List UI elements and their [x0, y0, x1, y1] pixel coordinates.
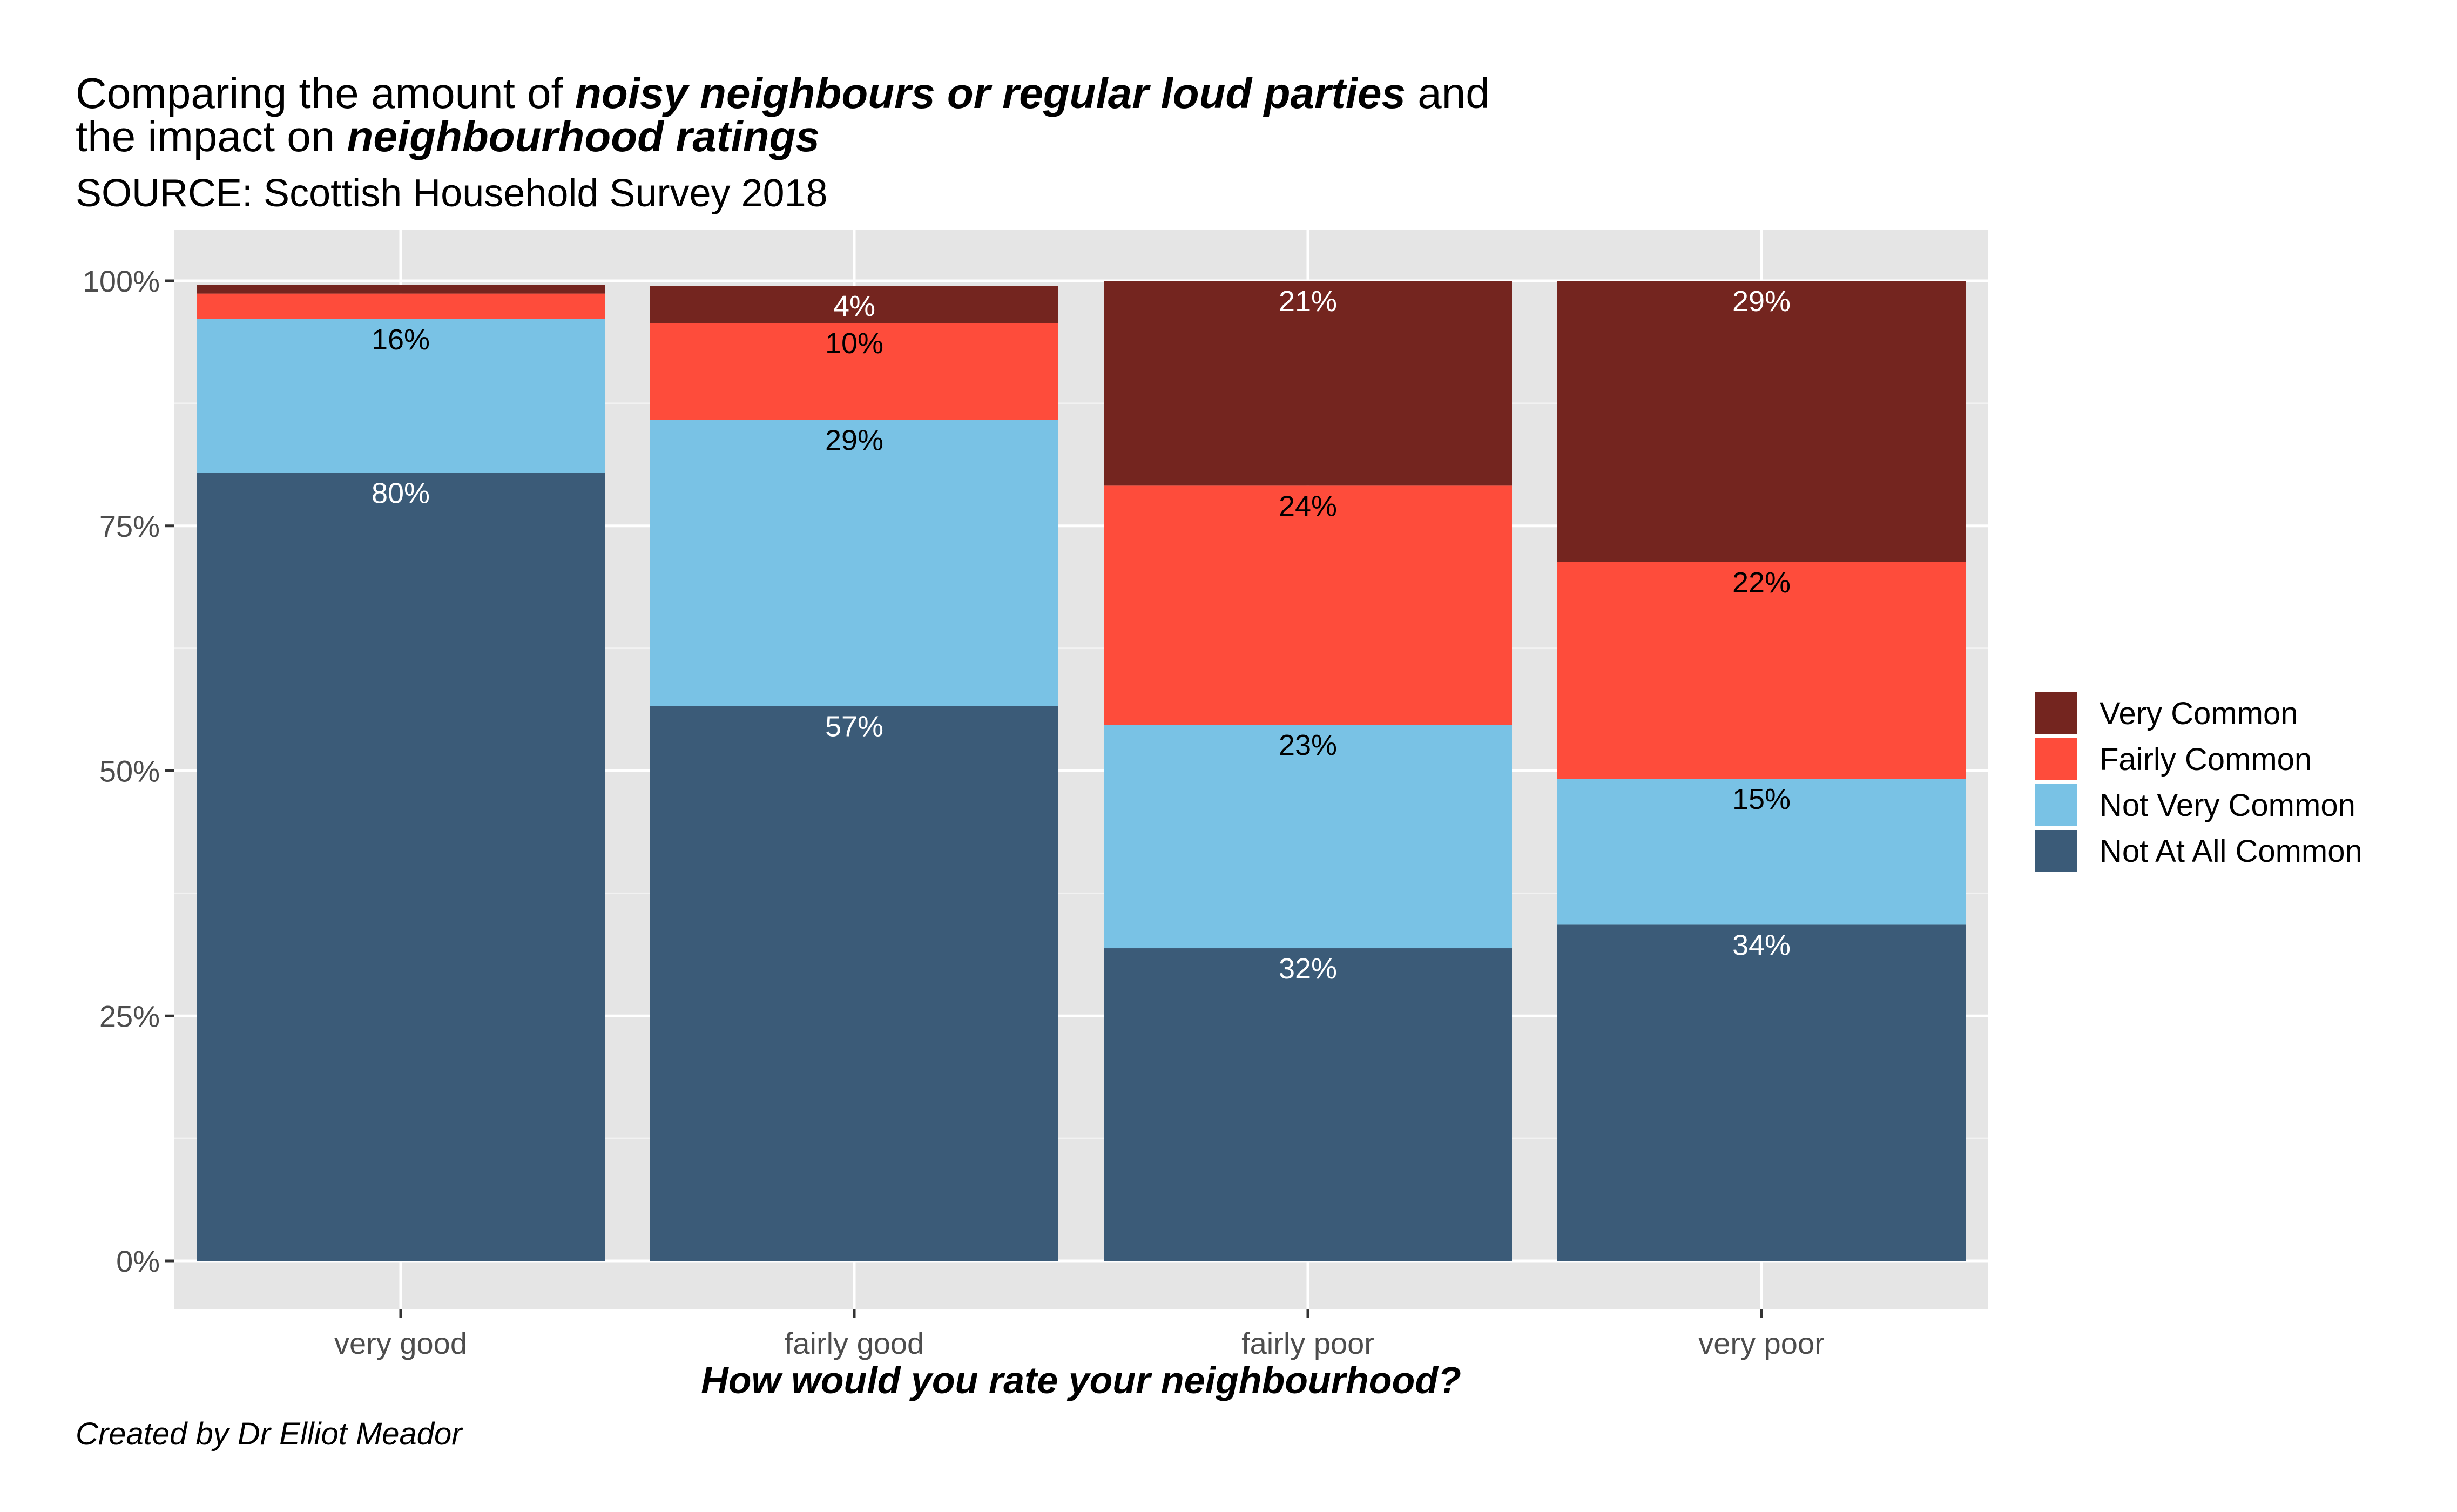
legend-label: Not At All Common	[2100, 834, 2362, 869]
bar-data-label: 32%	[1279, 953, 1337, 985]
legend-key	[2035, 784, 2077, 826]
legend-label: Very Common	[2100, 696, 2298, 731]
legend-label: Fairly Common	[2100, 742, 2312, 777]
bar-segment	[1557, 281, 1966, 562]
bar-data-label: 21%	[1279, 285, 1337, 318]
bar-data-label: 22%	[1732, 566, 1791, 599]
legend-key	[2035, 830, 2077, 872]
bar-segment	[197, 319, 605, 473]
bar-data-label: 4%	[833, 290, 875, 322]
bar-data-label: 80%	[372, 477, 430, 510]
y-axis-tick-label: 25%	[99, 999, 160, 1033]
bar-segment	[650, 706, 1058, 1261]
x-axis: very good fairly good fairly poor very poor	[334, 1310, 1825, 1360]
bar-segment	[1104, 485, 1512, 725]
bar-segment	[1104, 281, 1512, 486]
bar-segment	[1557, 924, 1966, 1261]
bar-segment	[197, 285, 605, 294]
bar-data-label: 34%	[1732, 929, 1791, 961]
y-axis-tick-label: 50%	[99, 754, 160, 788]
legend: Very Common Fairly Common Not Very Common N…	[2035, 692, 2362, 872]
bar-data-label: 23%	[1279, 729, 1337, 761]
bar-segment	[1104, 948, 1512, 1261]
bar-data-label: 29%	[1732, 285, 1791, 318]
data-labels: 80% 16% 57% 29% 10% 4% 32% 23% 24% 21% 34% 15% 22% 29…	[372, 285, 1791, 985]
bar-segment	[1104, 725, 1512, 949]
chart-title-line1: Comparing the amount of noisy neighbours…	[76, 69, 1490, 117]
bar-data-label: 15%	[1732, 783, 1791, 815]
bar-data-label: 24%	[1279, 490, 1337, 522]
chart-title-line2-emphasis: neighbourhood ratings	[347, 112, 820, 160]
legend-key	[2035, 692, 2077, 734]
bar-segment	[650, 286, 1058, 323]
chart-title-line2-prefix: the impact on	[76, 112, 347, 160]
chart-title-line2: the impact on neighbourhood ratings	[76, 112, 820, 160]
bar-segment	[650, 323, 1058, 420]
chart-title-line1-emphasis: noisy neighbours or regular loud parties	[575, 69, 1406, 117]
bar-data-label: 10%	[825, 327, 883, 360]
legend-key	[2035, 738, 2077, 780]
bar-segment	[197, 473, 605, 1261]
y-axis-tick-label: 100%	[83, 264, 160, 298]
chart-caption: Created by Dr Elliot Meador	[76, 1416, 463, 1452]
y-axis: 0% 25% 50% 75% 100%	[83, 264, 174, 1278]
bar-segment	[650, 420, 1058, 706]
bar-data-label: 16%	[372, 323, 430, 356]
bars	[197, 281, 1966, 1261]
x-axis-title: How would you rate your neighbourhood?	[701, 1359, 1461, 1401]
bar-segment	[197, 293, 605, 319]
bar-segment	[1557, 779, 1966, 925]
legend-label: Not Very Common	[2100, 788, 2355, 823]
x-axis-tick-label: fairly poor	[1241, 1326, 1374, 1360]
x-axis-tick-label: very poor	[1698, 1326, 1824, 1360]
bar-data-label: 57%	[825, 711, 883, 743]
chart-title-line1-prefix: Comparing the amount of	[76, 69, 575, 117]
x-axis-tick-label: fairly good	[785, 1326, 924, 1360]
bar-segment	[1557, 562, 1966, 779]
y-axis-tick-label: 75%	[99, 509, 160, 543]
y-axis-tick-label: 0%	[116, 1244, 160, 1278]
bar-data-label: 29%	[825, 424, 883, 457]
chart-title-line1-suffix: and	[1406, 69, 1490, 117]
chart-subtitle: SOURCE: Scottish Household Survey 2018	[76, 172, 828, 215]
x-axis-tick-label: very good	[334, 1326, 467, 1360]
